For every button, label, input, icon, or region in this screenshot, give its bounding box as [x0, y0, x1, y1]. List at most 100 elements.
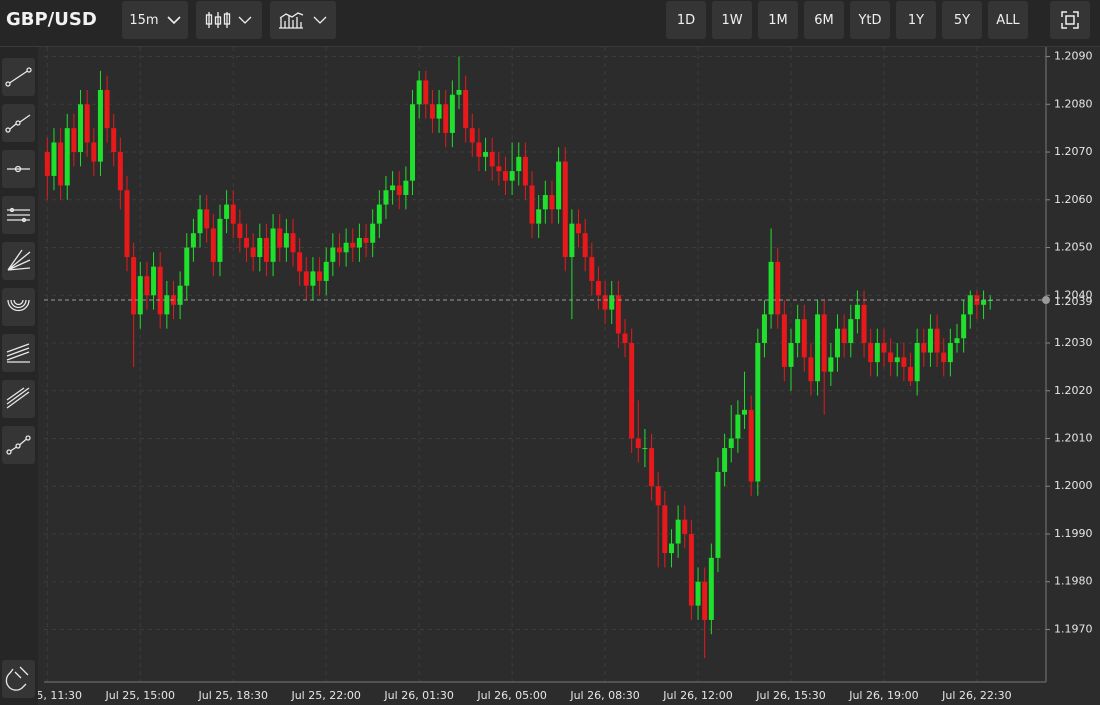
candle-body: [197, 209, 203, 234]
candle-body: [615, 295, 621, 334]
candle-body: [629, 343, 635, 439]
candle-body: [556, 161, 562, 210]
candle-body: [682, 519, 688, 534]
candle-body: [363, 237, 369, 243]
drawing-tool-button[interactable]: [2, 242, 35, 280]
candle-body: [941, 352, 947, 363]
range-button[interactable]: YtD: [850, 1, 890, 39]
drawing-tool-button[interactable]: [2, 380, 35, 418]
candle-body: [190, 233, 196, 248]
candle-body: [502, 171, 508, 181]
drawing-toolbar: [0, 47, 38, 705]
candle-body: [961, 314, 967, 339]
drawing-tool-button[interactable]: [2, 334, 35, 372]
candle-body: [449, 94, 455, 133]
candle-body: [330, 247, 336, 262]
range-button[interactable]: 1D: [666, 1, 706, 39]
candle-body: [901, 357, 907, 367]
candle-body: [921, 343, 927, 353]
candle-body: [516, 156, 522, 172]
candle-body: [370, 223, 376, 243]
plot-background: [44, 47, 1046, 682]
drawing-tool-button[interactable]: [2, 58, 35, 96]
candle-body: [111, 128, 117, 153]
candle-body: [151, 266, 157, 296]
y-tick-label: 1.2050: [1054, 241, 1093, 254]
candle-body: [164, 295, 170, 315]
fullscreen-button[interactable]: [1050, 1, 1090, 39]
candle-body: [576, 223, 582, 234]
range-button[interactable]: 1W: [712, 1, 752, 39]
candle-body: [834, 328, 840, 358]
candle-body: [124, 190, 130, 258]
candle-body: [383, 190, 389, 205]
toolbar: GBP/USD 15m 1D 1W 1M 6M YtD 1Y 5Y ALL: [0, 0, 1100, 47]
y-tick-label: 1.2010: [1054, 432, 1093, 445]
candle-body: [722, 448, 728, 472]
tool-icon: [5, 67, 32, 87]
range-button[interactable]: 5Y: [942, 1, 982, 39]
candle-body: [396, 185, 402, 196]
drawing-tool-button[interactable]: [2, 196, 35, 234]
candle-body: [157, 266, 163, 315]
drawing-tool-button[interactable]: [2, 288, 35, 326]
candle-body: [496, 166, 502, 172]
candle-body: [456, 89, 462, 95]
drawing-tool-button[interactable]: [2, 426, 35, 464]
candle-body: [861, 304, 867, 344]
candle-body: [71, 128, 77, 153]
candle-body: [562, 161, 568, 258]
candle-body: [868, 343, 874, 363]
drawing-tool-button[interactable]: [2, 104, 35, 142]
candle-body: [257, 237, 263, 258]
candle-body: [908, 366, 914, 382]
candle-body: [662, 505, 668, 554]
candle-body: [742, 409, 748, 415]
x-tick-label: Jul 25, 22:00: [290, 689, 360, 702]
range-button[interactable]: ALL: [988, 1, 1028, 39]
range-button[interactable]: 6M: [804, 1, 844, 39]
range-button[interactable]: 1Y: [896, 1, 936, 39]
candle-body: [336, 247, 342, 253]
candle-body: [356, 237, 362, 248]
candle-body: [283, 233, 289, 248]
x-tick-label: Jul 26, 08:30: [569, 689, 639, 702]
candle-body: [423, 80, 429, 105]
candle-body: [708, 557, 714, 620]
x-tick-label: Jul 26, 12:00: [662, 689, 732, 702]
candle-body: [303, 271, 309, 286]
candle-body: [58, 142, 64, 186]
interval-dropdown[interactable]: 15m: [122, 1, 188, 39]
drawing-tool-button[interactable]: [2, 660, 35, 698]
tool-icon: [6, 435, 31, 455]
candle-body: [263, 237, 269, 262]
x-tick-label: Jul 25, 15:00: [105, 689, 175, 702]
candle-body: [204, 209, 210, 229]
candle-body: [795, 319, 801, 344]
y-tick-label: 1.2090: [1054, 50, 1093, 63]
x-tick-label: Jul 26, 01:30: [383, 689, 453, 702]
candle-body: [310, 271, 316, 286]
candle-body: [469, 128, 475, 143]
candle-body: [695, 581, 701, 606]
candle-body: [64, 128, 70, 186]
tool-icon: [5, 666, 29, 691]
candle-body: [403, 180, 409, 196]
candle-body: [602, 295, 608, 310]
candle-body: [416, 80, 422, 105]
range-button[interactable]: 1M: [758, 1, 798, 39]
drawing-tool-button[interactable]: [2, 150, 35, 188]
x-tick-label: Jul 25, 18:30: [198, 689, 268, 702]
candle-body: [874, 343, 880, 363]
candle-body: [350, 242, 356, 248]
chart-type-dropdown[interactable]: [196, 1, 262, 39]
candle-body: [914, 343, 920, 382]
candle-body: [97, 89, 103, 162]
indicator-icon: [279, 12, 327, 29]
candle-body: [728, 438, 734, 449]
candle-body: [622, 333, 628, 344]
candle-body: [888, 352, 894, 363]
indicator-dropdown[interactable]: [270, 1, 336, 39]
